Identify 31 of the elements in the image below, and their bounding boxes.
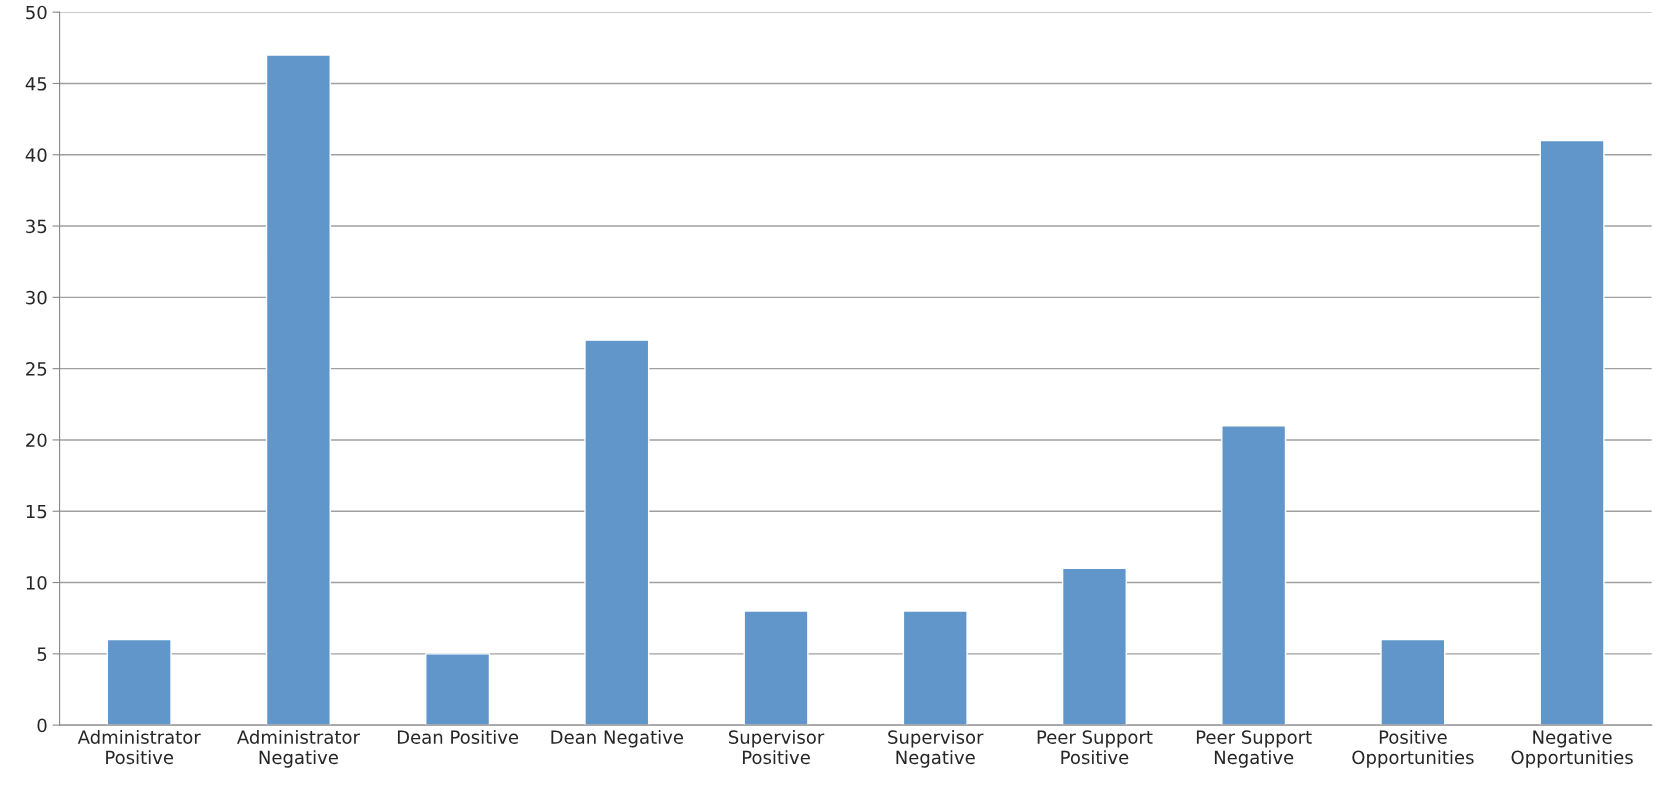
x-tick-label: Supervisor Negative [888,729,984,768]
bar [265,54,331,726]
x-tick-label: Peer Support Negative [1196,730,1312,768]
x-tick-label: Positive Opportunities [1352,729,1474,768]
y-tick-label: 40 [25,148,47,162]
y-tick-label: 25 [26,362,47,376]
bar [1380,638,1446,726]
bar [425,653,491,726]
y-tick-label: 15 [26,504,47,519]
y-tick-label: 35 [26,219,47,234]
x-tick-label: Negative Opportunities [1511,729,1633,768]
y-tick-label: 0 [37,718,47,733]
x-tick-label: Peer Support Positive [1037,730,1153,765]
bar [1061,567,1127,726]
x-tick-label: Supervisor Positive [728,729,825,765]
y-tick-label: 50 [26,5,47,20]
y-tick-label: 20 [26,433,47,448]
x-tick-label: Dean Positive [397,729,519,744]
x-tick-label: Administrator Positive [77,729,201,765]
bar [1221,424,1287,726]
bar [1539,139,1605,726]
bar [584,339,650,726]
bar [106,638,172,726]
y-tick-label: 5 [37,647,47,661]
bar [902,610,968,726]
x-tick-label: Dean Negative [551,729,683,748]
y-tick-label: 45 [25,77,47,91]
x-tick-label: Administrator Negative [237,729,360,768]
y-tick-label: 30 [26,290,47,305]
bar [743,610,809,726]
y-tick-label: 10 [26,575,47,590]
